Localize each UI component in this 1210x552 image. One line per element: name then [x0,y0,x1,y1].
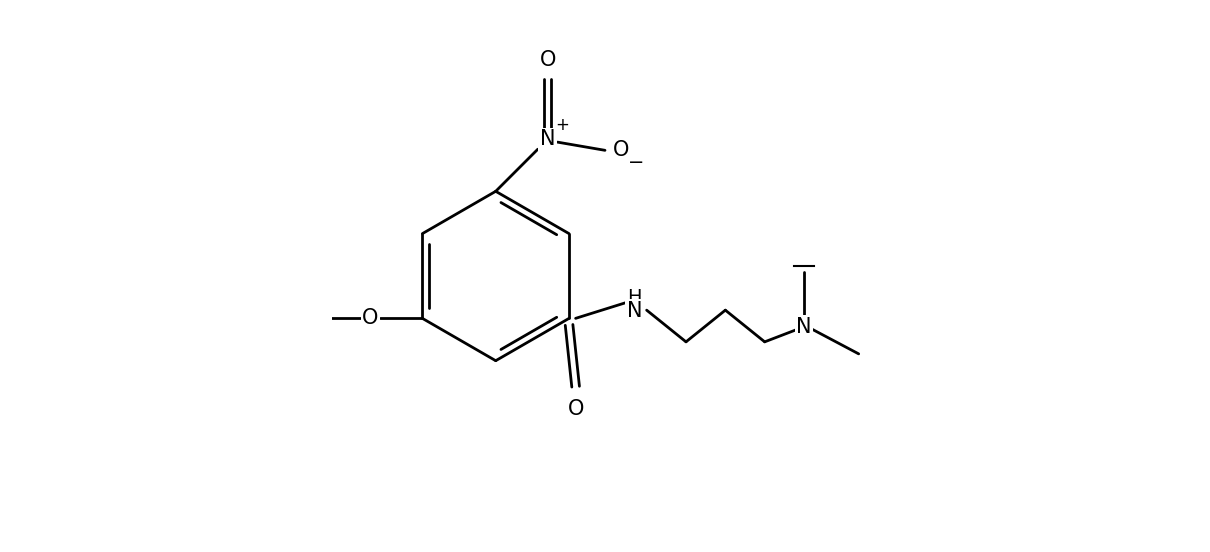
Text: H: H [628,288,641,307]
Text: O: O [613,140,629,160]
Text: +: + [555,116,569,134]
Text: −: − [628,153,645,172]
Text: O: O [362,309,379,328]
Text: N: N [796,316,812,337]
Text: N: N [540,129,555,150]
Text: O: O [567,399,583,418]
Text: N: N [627,301,643,321]
Text: O: O [540,50,555,70]
